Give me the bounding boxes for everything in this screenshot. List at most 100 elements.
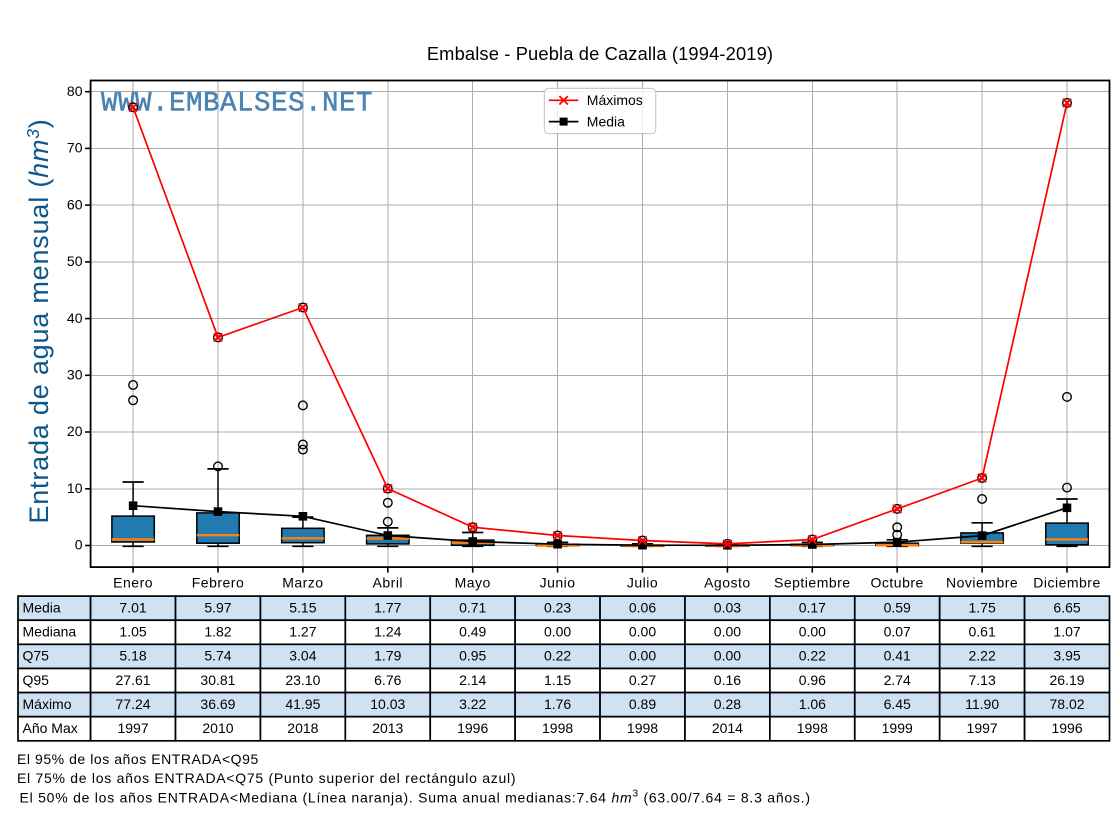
svg-text:Q75: Q75 [23,648,50,664]
svg-text:77.24: 77.24 [116,696,151,712]
svg-text:70: 70 [67,140,83,156]
svg-text:0.41: 0.41 [884,648,911,664]
svg-text:1.05: 1.05 [119,624,146,640]
svg-text:1998: 1998 [627,720,658,736]
svg-text:WWW.EMBALSES.NET: WWW.EMBALSES.NET [101,89,373,120]
svg-text:41.95: 41.95 [285,696,320,712]
svg-text:El 50% de los años ENTRADA<Med: El 50% de los años ENTRADA<Mediana (Líne… [20,789,811,806]
svg-text:2.14: 2.14 [459,672,486,688]
svg-text:Mayo: Mayo [455,575,491,591]
svg-text:0.16: 0.16 [714,672,741,688]
svg-text:2014: 2014 [712,720,743,736]
svg-text:Abril: Abril [373,575,404,591]
svg-text:1.77: 1.77 [374,599,401,615]
svg-text:7.13: 7.13 [969,672,996,688]
svg-text:26.19: 26.19 [1050,672,1085,688]
svg-text:5.15: 5.15 [289,599,316,615]
svg-text:80: 80 [67,83,83,99]
svg-text:30.81: 30.81 [200,672,235,688]
svg-text:27.61: 27.61 [116,672,151,688]
svg-text:0.96: 0.96 [799,672,826,688]
svg-text:10.03: 10.03 [370,696,405,712]
svg-text:Entrada de agua mensual (hm3): Entrada de agua mensual (hm3) [23,118,54,523]
svg-text:Noviembre: Noviembre [946,575,1018,591]
svg-text:0.71: 0.71 [459,599,486,615]
svg-text:0.23: 0.23 [544,599,571,615]
svg-text:3.22: 3.22 [459,696,486,712]
svg-text:2013: 2013 [372,720,403,736]
svg-text:1.76: 1.76 [544,696,571,712]
svg-text:Julio: Julio [627,575,658,591]
svg-text:3.95: 3.95 [1053,648,1080,664]
svg-text:Embalse - Puebla de Cazalla (1: Embalse - Puebla de Cazalla (1994-2019) [427,43,773,64]
svg-text:6.45: 6.45 [884,696,911,712]
svg-text:Septiembre: Septiembre [774,575,851,591]
svg-text:Media: Media [587,113,625,129]
svg-text:Máximos: Máximos [587,92,643,108]
svg-text:1.75: 1.75 [969,599,996,615]
svg-text:0.00: 0.00 [629,648,656,664]
svg-text:Agosto: Agosto [704,575,751,591]
svg-text:0.89: 0.89 [629,696,656,712]
svg-text:5.97: 5.97 [204,599,231,615]
svg-text:Enero: Enero [113,575,153,591]
svg-text:0.00: 0.00 [714,624,741,640]
svg-text:Q95: Q95 [23,672,50,688]
svg-text:1.07: 1.07 [1053,624,1080,640]
svg-text:6.65: 6.65 [1053,599,1080,615]
svg-text:50: 50 [67,253,83,269]
svg-text:0.00: 0.00 [714,648,741,664]
svg-text:1.24: 1.24 [374,624,401,640]
svg-text:0.22: 0.22 [799,648,826,664]
svg-text:El 95% de los años ENTRADA<Q95: El 95% de los años ENTRADA<Q95 [17,751,259,767]
svg-text:0.03: 0.03 [714,599,741,615]
svg-text:1998: 1998 [542,720,573,736]
svg-text:23.10: 23.10 [285,672,320,688]
svg-text:0.59: 0.59 [884,599,911,615]
svg-text:1996: 1996 [457,720,488,736]
svg-text:1999: 1999 [882,720,913,736]
svg-text:Mediana: Mediana [23,624,77,640]
svg-text:5.74: 5.74 [204,648,231,664]
svg-text:0.22: 0.22 [544,648,571,664]
svg-text:Máximo: Máximo [23,696,72,712]
svg-text:36.69: 36.69 [200,696,235,712]
svg-text:0.95: 0.95 [459,648,486,664]
svg-text:7.01: 7.01 [119,599,146,615]
svg-text:30: 30 [67,367,83,383]
svg-text:20: 20 [67,423,83,439]
svg-text:El 75% de los años ENTRADA<Q75: El 75% de los años ENTRADA<Q75 (Punto su… [17,770,516,786]
svg-text:1.79: 1.79 [374,648,401,664]
svg-text:78.02: 78.02 [1050,696,1085,712]
svg-text:0: 0 [75,537,83,553]
svg-text:Diciembre: Diciembre [1033,575,1101,591]
svg-text:1.15: 1.15 [544,672,571,688]
svg-text:10: 10 [67,480,83,496]
svg-text:0.00: 0.00 [799,624,826,640]
svg-text:60: 60 [67,196,83,212]
svg-text:3.04: 3.04 [289,648,316,664]
svg-text:6.76: 6.76 [374,672,401,688]
svg-text:2018: 2018 [287,720,318,736]
svg-text:0.07: 0.07 [884,624,911,640]
svg-text:Febrero: Febrero [192,575,245,591]
svg-text:2.22: 2.22 [969,648,996,664]
svg-text:1997: 1997 [967,720,998,736]
svg-text:1.27: 1.27 [289,624,316,640]
svg-text:1.06: 1.06 [799,696,826,712]
svg-text:0.27: 0.27 [629,672,656,688]
svg-text:0.28: 0.28 [714,696,741,712]
svg-text:Junio: Junio [540,575,576,591]
svg-text:1998: 1998 [797,720,828,736]
svg-text:0.00: 0.00 [629,624,656,640]
svg-text:40: 40 [67,310,83,326]
svg-text:Marzo: Marzo [282,575,323,591]
svg-text:2.74: 2.74 [884,672,911,688]
svg-text:0.17: 0.17 [799,599,826,615]
svg-text:0.06: 0.06 [629,599,656,615]
svg-text:0.00: 0.00 [544,624,571,640]
svg-text:1.82: 1.82 [204,624,231,640]
svg-text:0.49: 0.49 [459,624,486,640]
svg-text:2010: 2010 [202,720,233,736]
svg-text:Año Max: Año Max [23,720,78,736]
